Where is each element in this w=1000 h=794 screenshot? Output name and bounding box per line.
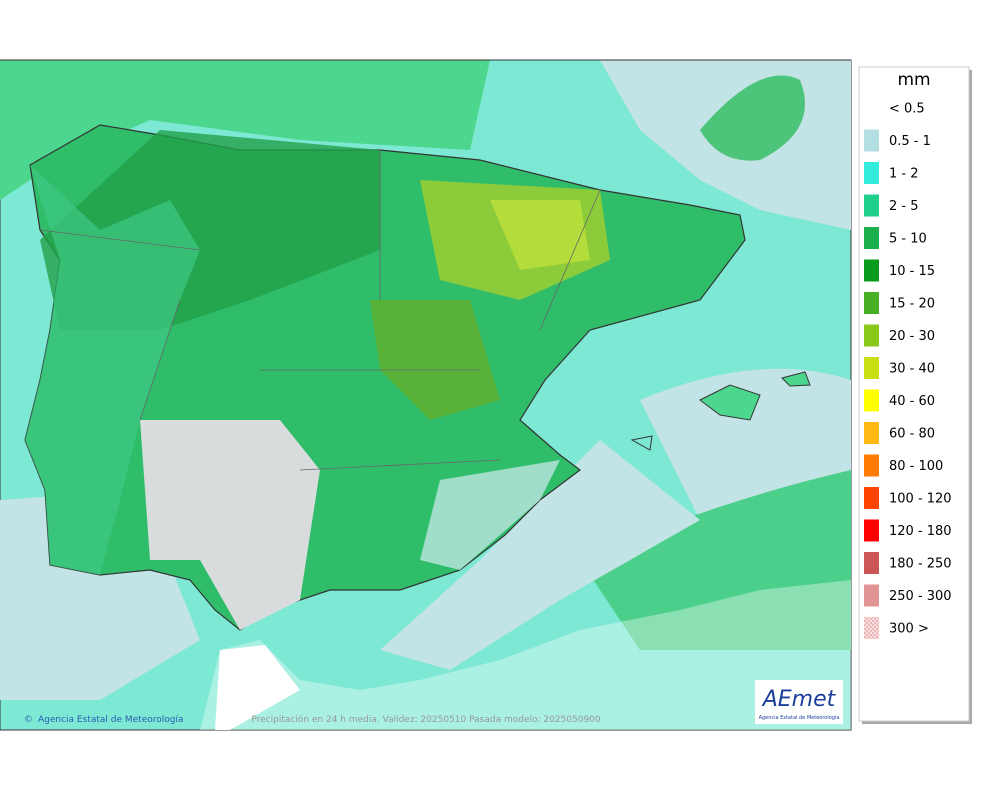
legend-label: 5 - 10 [889, 232, 927, 247]
legend-label: 80 - 100 [889, 459, 943, 474]
legend-swatch [864, 487, 879, 509]
legend-swatch [864, 162, 879, 184]
legend-label: 0.5 - 1 [889, 134, 931, 149]
legend-label: 60 - 80 [889, 427, 935, 442]
legend-swatch [864, 584, 879, 607]
legend-label: 300 > [889, 622, 929, 637]
legend-label: 10 - 15 [889, 264, 935, 279]
logo-name: AEmet [761, 687, 837, 712]
legend-swatch [864, 454, 879, 477]
legend-label: 120 - 180 [889, 524, 952, 539]
legend-swatch [864, 389, 879, 412]
legend-label: 15 - 20 [889, 297, 935, 312]
legend-label: 40 - 60 [889, 394, 935, 409]
legend-swatch [864, 422, 879, 444]
logo: AEmet Agencia Estatal de Meteorología [755, 680, 843, 724]
legend-swatch [864, 617, 879, 639]
legend-swatch [864, 357, 879, 379]
logo-subtitle: Agencia Estatal de Meteorología [759, 714, 840, 721]
map [0, 59, 852, 731]
legend: mm < 0.5 0.5 - 1 1 - 2 2 - 5 5 - 10 10 - 15 15… [858, 66, 972, 724]
legend-label: 250 - 300 [889, 589, 952, 604]
footer-center: Precipitación en 24 h media. Validez: 20… [251, 714, 601, 725]
legend-swatch [864, 259, 879, 282]
legend-swatch [864, 519, 879, 542]
copyright-icon: © [24, 715, 33, 725]
legend-label: 30 - 40 [889, 362, 935, 377]
legend-label: 20 - 30 [889, 329, 935, 344]
legend-label: 180 - 250 [889, 557, 952, 572]
legend-label: 100 - 120 [889, 492, 952, 507]
legend-label: 2 - 5 [889, 199, 919, 214]
legend-swatch [864, 194, 879, 217]
legend-swatch [864, 129, 879, 152]
legend-swatch [864, 324, 879, 347]
legend-unit: mm [897, 70, 930, 90]
legend-swatch [864, 227, 879, 249]
legend-swatch [864, 292, 879, 314]
legend-label: 1 - 2 [889, 167, 919, 182]
legend-swatch [864, 552, 879, 574]
legend-label: < 0.5 [889, 102, 925, 117]
footer-left: Agencia Estatal de Meteorología [38, 715, 184, 725]
